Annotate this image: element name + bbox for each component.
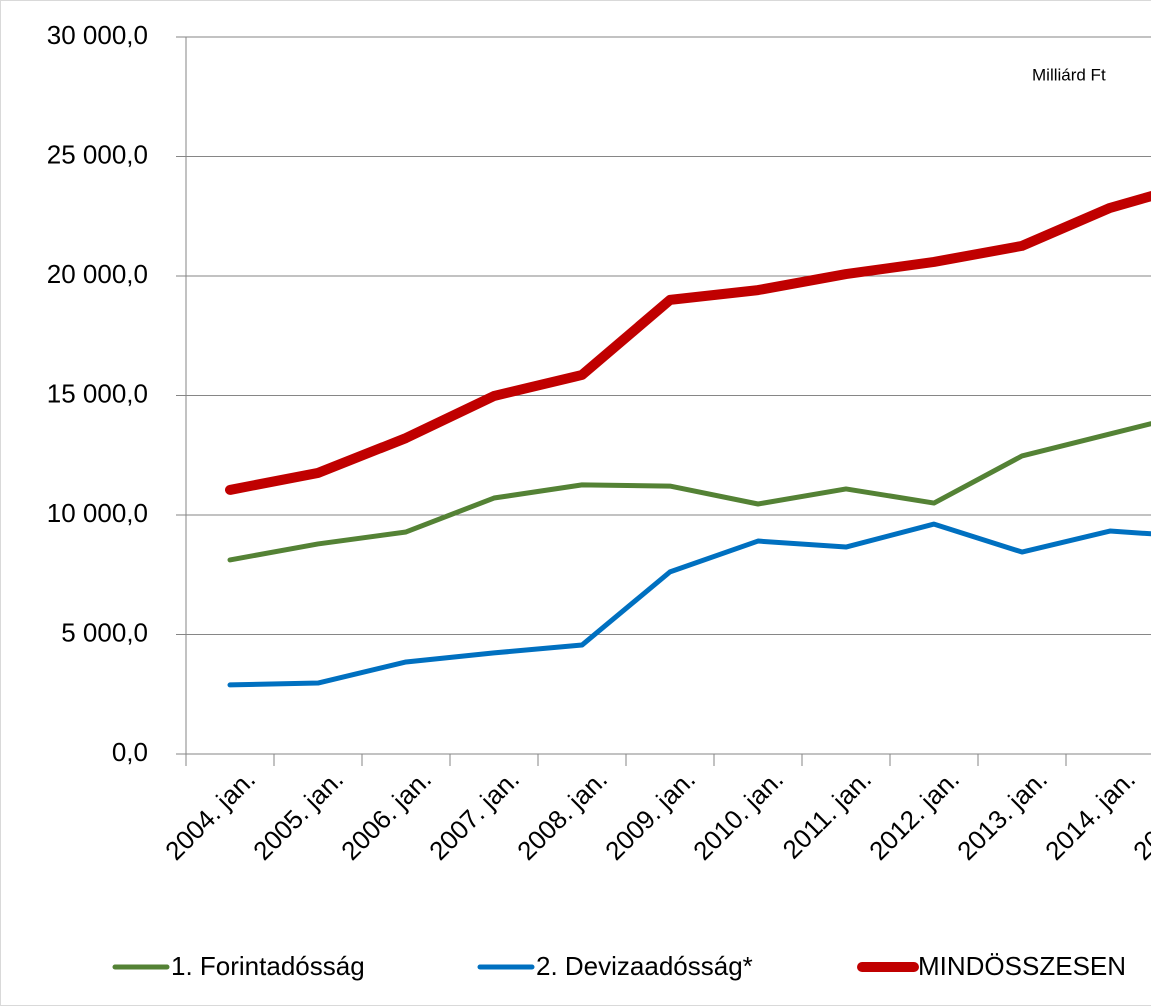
y-tick-label: 25 000,0 xyxy=(47,139,148,169)
line-series xyxy=(227,421,1151,563)
legend-label: 1. Forintadósság xyxy=(171,951,365,981)
y-tick-label: 0,0 xyxy=(112,737,148,767)
line-series xyxy=(227,521,1151,688)
legend-label: MINDÖSSZESEN xyxy=(918,951,1126,981)
y-tick-label: 30 000,0 xyxy=(47,20,148,50)
y-tick-label: 10 000,0 xyxy=(47,498,148,528)
y-tick-label: 5 000,0 xyxy=(61,617,148,647)
unit-label: Milliárd Ft xyxy=(1032,65,1106,84)
y-tick-label: 15 000,0 xyxy=(47,378,148,408)
legend-label: 2. Devizaadósság* xyxy=(536,951,753,981)
line-series xyxy=(225,190,1151,495)
y-tick-label: 20 000,0 xyxy=(47,259,148,289)
